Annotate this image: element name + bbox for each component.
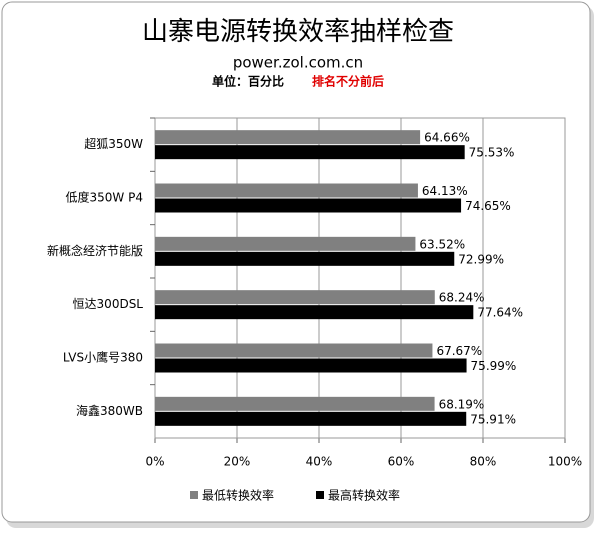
x-tick-label: 20% <box>224 455 251 469</box>
x-tick-label: 100% <box>548 455 582 469</box>
y-tick-label: 超狐350W <box>84 136 143 151</box>
value-label: 75.99% <box>471 359 517 373</box>
x-tick-label: 60% <box>388 455 415 469</box>
y-tick-label: 海鑫380WB <box>76 403 143 418</box>
y-tick-label: LVS小鹰号380 <box>63 350 143 365</box>
bar <box>155 251 455 266</box>
value-label: 67.67% <box>436 344 482 358</box>
bar <box>155 145 465 160</box>
bar <box>155 343 433 358</box>
legend-swatch <box>190 491 198 499</box>
value-label: 77.64% <box>477 306 523 320</box>
value-label: 68.24% <box>439 291 485 305</box>
value-label: 74.65% <box>465 199 511 213</box>
bar <box>155 236 416 251</box>
bar <box>155 198 462 213</box>
subtitle: power.zol.com.cn <box>233 54 363 72</box>
bar <box>155 411 467 426</box>
y-tick-label: 低度350W P4 <box>66 190 143 205</box>
bar <box>155 183 418 198</box>
ranking-note: 排名不分前后 <box>312 74 384 89</box>
legend-label: 最低转换效率 <box>202 488 274 503</box>
value-label: 63.52% <box>419 237 465 251</box>
value-label: 75.91% <box>470 412 516 426</box>
bar <box>155 305 474 320</box>
unit-note: 单位：百分比 <box>212 74 284 89</box>
bar <box>155 358 467 373</box>
y-tick-label: 新概念经济节能版 <box>47 243 143 258</box>
value-label: 64.66% <box>424 131 470 145</box>
x-tick-label: 80% <box>470 455 497 469</box>
x-tick-label: 40% <box>306 455 333 469</box>
x-tick-label: 0% <box>145 455 164 469</box>
value-label: 64.13% <box>422 184 468 198</box>
value-label: 68.19% <box>439 397 485 411</box>
y-tick-label: 恒达300DSL <box>73 297 144 311</box>
value-label: 72.99% <box>458 252 504 266</box>
value-label: 75.53% <box>469 146 515 160</box>
legend-label: 最高转换效率 <box>328 488 400 503</box>
chart-title: 山寨电源转换效率抽样检查 <box>142 17 454 47</box>
bar <box>155 396 435 411</box>
legend-swatch <box>316 491 324 499</box>
bar <box>155 130 421 145</box>
bar <box>155 290 435 305</box>
